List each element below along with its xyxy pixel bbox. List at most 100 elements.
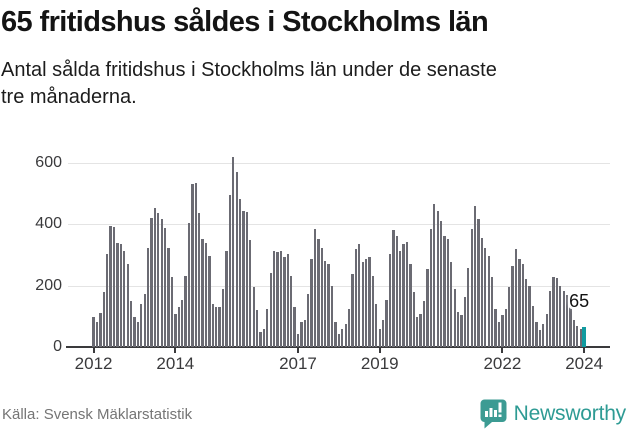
x-axis-line	[66, 346, 610, 348]
bar	[559, 285, 562, 347]
gridline-400	[68, 224, 610, 226]
bar	[347, 308, 351, 347]
bar	[126, 264, 129, 347]
newsworthy-wordmark: Newsworthy	[513, 402, 627, 425]
bar	[204, 242, 208, 347]
bar	[358, 244, 361, 347]
x-axis-tick-2014	[174, 348, 177, 353]
bar	[327, 264, 330, 347]
bar	[293, 307, 296, 347]
bar	[163, 227, 167, 347]
bar	[123, 251, 126, 347]
bar	[119, 244, 122, 347]
bar	[562, 290, 565, 347]
bar	[463, 297, 467, 347]
bar	[140, 304, 143, 347]
bar	[361, 262, 364, 347]
bar	[392, 230, 395, 347]
bar	[480, 237, 484, 347]
bar	[456, 312, 460, 347]
bar	[136, 322, 140, 347]
bar	[208, 255, 211, 347]
bar	[249, 240, 252, 347]
bar	[511, 265, 514, 347]
bar	[300, 322, 303, 347]
bar	[395, 235, 398, 347]
bar	[279, 251, 283, 347]
bar	[286, 254, 289, 347]
bar	[552, 277, 555, 347]
bar	[504, 308, 507, 347]
bar	[269, 273, 272, 347]
newsworthy-logo[interactable]: Newsworthy	[480, 399, 626, 429]
bar	[467, 267, 470, 347]
bar	[157, 212, 160, 347]
source-label: Källa: Svensk Mäklarstatistik	[2, 406, 193, 423]
bar	[548, 290, 552, 347]
bar	[473, 206, 477, 347]
bar	[92, 317, 95, 347]
bar	[382, 320, 385, 347]
bar	[364, 258, 368, 347]
bar	[129, 300, 133, 347]
bar	[409, 264, 412, 347]
bar	[272, 251, 276, 347]
y-axis-label: 600	[35, 153, 62, 171]
bar	[235, 172, 238, 347]
latest-value-label: 65	[569, 291, 590, 312]
gridline-600	[68, 162, 610, 164]
bar	[198, 212, 201, 347]
bar	[491, 277, 494, 347]
x-axis-tick-2017	[296, 348, 299, 353]
bar	[99, 313, 102, 347]
bar	[211, 304, 214, 347]
bar	[412, 292, 415, 347]
bar	[521, 264, 524, 347]
bar	[572, 320, 576, 347]
bar	[191, 184, 194, 347]
bar	[528, 285, 531, 347]
bar	[518, 258, 521, 347]
gridline-200	[68, 285, 610, 287]
x-axis-tick-2022	[501, 348, 504, 353]
bar	[109, 225, 112, 347]
bar	[225, 251, 228, 347]
bar	[150, 217, 153, 347]
bar	[477, 219, 480, 347]
x-axis-tick-2012	[92, 348, 95, 353]
bar	[218, 307, 221, 347]
bar	[525, 278, 528, 347]
bar	[453, 289, 456, 347]
x-axis-tick-2019	[378, 348, 381, 353]
bar	[487, 255, 490, 347]
bar	[419, 313, 422, 347]
bar	[368, 257, 371, 347]
bar	[436, 211, 439, 347]
bar	[531, 305, 535, 347]
bar	[569, 302, 572, 347]
bar	[429, 229, 432, 347]
bar	[542, 323, 545, 347]
bar	[565, 295, 569, 347]
page-title: 65 fritidshus såldes i Stockholms län	[1, 6, 489, 38]
bar	[399, 250, 402, 347]
bar	[221, 289, 225, 347]
bar	[167, 247, 170, 347]
bar	[579, 328, 582, 347]
bar	[228, 194, 231, 347]
bar	[344, 323, 347, 347]
bar	[470, 229, 473, 347]
bar	[177, 307, 180, 347]
bar	[307, 293, 310, 347]
bar	[232, 156, 235, 347]
bar	[266, 308, 269, 347]
bar	[201, 239, 204, 347]
bar	[337, 333, 340, 347]
bar	[320, 247, 323, 347]
bar	[514, 249, 518, 347]
bar	[450, 262, 453, 347]
bar-latest-highlight	[582, 327, 586, 347]
bar	[262, 328, 266, 347]
bar	[351, 274, 354, 347]
